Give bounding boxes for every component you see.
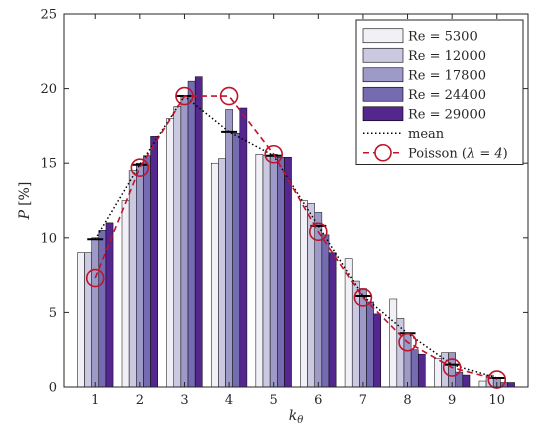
- bar: [225, 109, 233, 388]
- y-tick-label: 25: [40, 8, 57, 23]
- bar: [218, 158, 226, 388]
- bar: [98, 230, 107, 388]
- bar: [150, 136, 158, 388]
- x-tick-label: 7: [359, 393, 367, 408]
- poisson-line: [94, 95, 498, 381]
- y-tick-label: 20: [40, 82, 57, 97]
- bar: [478, 380, 487, 388]
- poisson-point: [487, 370, 507, 389]
- x-tick-label: 1: [91, 393, 99, 408]
- bar: [194, 76, 203, 388]
- legend-swatch: [362, 67, 404, 83]
- bar: [180, 95, 189, 388]
- y-tick-label: 0: [49, 381, 57, 396]
- bar: [262, 155, 271, 388]
- y-tick-label: 10: [40, 231, 57, 246]
- legend-entries: Re = 5300 Re = 12000 Re = 17800 Re = 24400 R…: [362, 28, 508, 162]
- legend-label: Re = 24400: [408, 88, 486, 103]
- legend-swatch: [362, 47, 404, 63]
- bar: [232, 133, 241, 388]
- poisson-point: [398, 332, 417, 352]
- bar: [239, 107, 248, 388]
- legend-label: Poisson (λ = 4): [408, 146, 508, 161]
- plot-frame: [63, 13, 529, 388]
- bar: [128, 170, 137, 388]
- bar: [166, 118, 175, 388]
- legend-swatch: [362, 28, 404, 44]
- bar: [314, 212, 323, 388]
- bar: [307, 203, 315, 388]
- poisson-point: [130, 158, 150, 177]
- bar: [328, 252, 337, 388]
- x-tick-label: 9: [448, 393, 456, 408]
- x-tick-label: 3: [180, 393, 188, 408]
- bar: [77, 252, 85, 388]
- poisson-point: [219, 86, 239, 106]
- bar: [121, 200, 130, 388]
- y-axis-label-unit: [%]: [17, 182, 33, 206]
- x-tick-label: 2: [136, 393, 144, 408]
- legend-label: mean: [408, 127, 445, 142]
- x-tick-label: 10: [488, 393, 505, 408]
- bar: [187, 80, 196, 388]
- x-tick-label: 8: [403, 393, 411, 408]
- poisson-point: [309, 222, 328, 242]
- x-tick-label: 4: [225, 393, 233, 408]
- bar: [173, 106, 182, 388]
- bar: [136, 162, 144, 388]
- legend-label: Re = 5300: [408, 29, 478, 44]
- bar: [410, 349, 419, 388]
- legend-poisson-marker: [374, 143, 392, 162]
- bar: [462, 374, 471, 388]
- poisson-point: [442, 358, 462, 377]
- bar: [321, 234, 330, 388]
- bar: [143, 155, 151, 388]
- bar: [396, 318, 405, 388]
- bar: [91, 237, 100, 388]
- bar: [300, 200, 308, 388]
- bar: [359, 288, 367, 388]
- legend-label: Re = 29000: [408, 107, 486, 122]
- y-axis-label: P[%]: [17, 182, 33, 221]
- legend-label: Re = 17800: [408, 68, 486, 83]
- bar: [284, 156, 292, 388]
- bar: [373, 313, 382, 388]
- legend-label: Re = 12000: [408, 49, 486, 64]
- bar: [277, 156, 285, 388]
- bar: [210, 162, 219, 388]
- y-tick-label: 5: [49, 306, 57, 321]
- bar: [434, 358, 442, 388]
- bar: [389, 298, 398, 388]
- bar: [366, 301, 374, 388]
- legend-swatch: [362, 86, 404, 102]
- x-tick-label: 5: [270, 393, 278, 408]
- poisson-point: [353, 288, 373, 307]
- poisson-point: [264, 144, 283, 164]
- poisson-point: [85, 268, 105, 288]
- bar: [417, 353, 426, 388]
- bar: [448, 352, 456, 388]
- poisson-layer: [85, 86, 507, 389]
- bar: [255, 153, 264, 388]
- legend: Re = 5300 Re = 12000 Re = 17800 Re = 24400 R…: [355, 19, 524, 165]
- bar: [269, 153, 278, 388]
- axes-layer: 0 5 10 15 20 25 1 2 3 4 5 6 7 8 9 10: [40, 8, 528, 408]
- mean-line: [94, 94, 498, 379]
- poisson-point: [175, 86, 194, 106]
- x-axis-label-subscript: θ: [297, 415, 303, 426]
- bar: [441, 352, 449, 388]
- x-tick-label: 6: [314, 393, 322, 408]
- y-tick-label: 15: [40, 157, 57, 172]
- bars-layer: [77, 76, 515, 388]
- x-axis-label: kθ: [289, 408, 304, 426]
- bar: [507, 382, 515, 388]
- legend-swatch: [362, 106, 404, 122]
